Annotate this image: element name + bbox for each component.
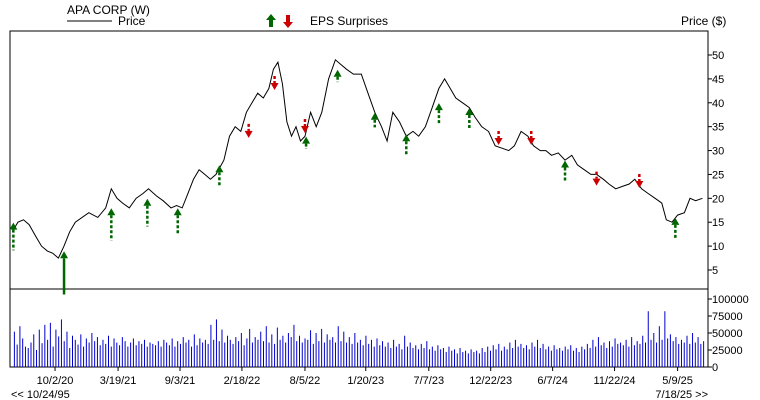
eps-miss-arrow (494, 131, 503, 145)
eps-legend-beat-icon (266, 14, 276, 27)
price-series-line (11, 58, 703, 259)
volume-bars (13, 311, 705, 367)
eps-miss-head (300, 126, 309, 134)
eps-miss-arrow (300, 119, 309, 134)
eps-beat-arrow (215, 165, 224, 187)
range-end-label: 7/18/25 >> (655, 389, 708, 400)
eps-beat-arrow (173, 208, 182, 234)
x-tick-label: 6/7/24 (537, 375, 568, 387)
price-tick-label: 20 (712, 193, 724, 205)
eps-beat-arrow (402, 134, 411, 156)
eps-beat-head (434, 103, 443, 111)
volume-panel-frame (9, 288, 709, 368)
eps-beat-arrow (370, 112, 379, 128)
eps-beat-head (465, 107, 474, 115)
volume-tick-label: 100000 (712, 294, 749, 306)
eps-miss-arrow (527, 131, 536, 145)
eps-beat-arrow (561, 160, 570, 182)
x-tick-label: 12/22/23 (469, 375, 512, 387)
eps-beat-head (370, 112, 379, 120)
x-axis: 10/2/20 3/19/21 9/3/21 2/18/22 8/5/22 1/20/23… (37, 367, 693, 387)
eps-miss-head (592, 178, 601, 186)
eps-beat-head (302, 136, 311, 144)
price-tick-label: 5 (712, 265, 718, 277)
x-tick-label: 9/3/21 (165, 375, 196, 387)
x-tick-label: 1/20/23 (347, 375, 384, 387)
volume-tick-label: 50000 (712, 328, 743, 340)
eps-beat-head (173, 208, 182, 216)
eps-miss-arrow (270, 76, 279, 91)
volume-tick-label: 75000 (712, 311, 743, 323)
eps-beat-arrow (434, 103, 443, 125)
eps-surprise-markers (9, 69, 680, 295)
eps-beat-arrow (143, 198, 152, 227)
eps-legend-miss-icon (283, 15, 293, 28)
eps-beat-arrow (302, 136, 311, 150)
x-tick-label: 8/5/22 (290, 375, 321, 387)
price-panel-frame (9, 30, 709, 290)
x-tick-label: 11/22/24 (594, 375, 636, 387)
eps-beat-arrow (671, 217, 680, 240)
eps-legend-label: EPS Surprises (310, 14, 388, 28)
eps-beat-head (561, 160, 570, 168)
eps-beat-arrow (9, 222, 18, 251)
price-tick-label: 25 (712, 169, 724, 181)
eps-beat-head (9, 222, 18, 230)
x-tick-label: 2/18/22 (224, 375, 261, 387)
volume-tick-label: 0 (712, 362, 718, 374)
eps-miss-arrow (244, 123, 253, 138)
price-tick-label: 35 (712, 122, 724, 134)
eps-beat-head (107, 208, 116, 216)
price-tick-label: 30 (712, 146, 724, 158)
x-tick-label: 3/19/21 (100, 375, 137, 387)
company-title: APA CORP (W) (67, 3, 150, 17)
eps-beat-head (402, 134, 411, 142)
price-tick-label: 15 (712, 217, 724, 229)
price-tick-label: 45 (712, 74, 724, 86)
x-tick-label: 10/2/20 (37, 375, 74, 387)
price-tick-label: 10 (712, 241, 724, 253)
axis-title: Price ($) (681, 14, 726, 28)
eps-miss-head (635, 181, 644, 188)
eps-beat-head (143, 198, 152, 206)
volume-axis: 0 25000 50000 75000 100000 (708, 294, 749, 374)
eps-miss-head (244, 130, 253, 138)
eps-beat-head (215, 165, 224, 173)
volume-tick-label: 25000 (712, 345, 743, 357)
eps-miss-head (527, 138, 536, 145)
eps-beat-arrow (333, 69, 342, 83)
price-tick-label: 50 (712, 50, 724, 62)
eps-miss-head (270, 83, 279, 91)
eps-beat-head (60, 251, 69, 259)
eps-miss-arrow (592, 171, 601, 186)
eps-beat-head (671, 217, 680, 225)
eps-beat-arrow (60, 251, 69, 295)
eps-beat-head (333, 69, 342, 77)
eps-beat-arrow (465, 107, 474, 130)
eps-miss-head (494, 138, 503, 145)
range-start-label: << 10/24/95 (11, 389, 70, 400)
price-axis: 5 10 15 20 25 30 35 40 45 50 (708, 50, 724, 277)
x-tick-label: 5/9/25 (662, 375, 693, 387)
price-legend-label: Price (118, 14, 146, 28)
eps-beat-arrow (107, 208, 116, 241)
price-tick-label: 40 (712, 98, 724, 110)
eps-miss-arrow (635, 174, 644, 188)
x-tick-label: 7/7/23 (414, 375, 445, 387)
